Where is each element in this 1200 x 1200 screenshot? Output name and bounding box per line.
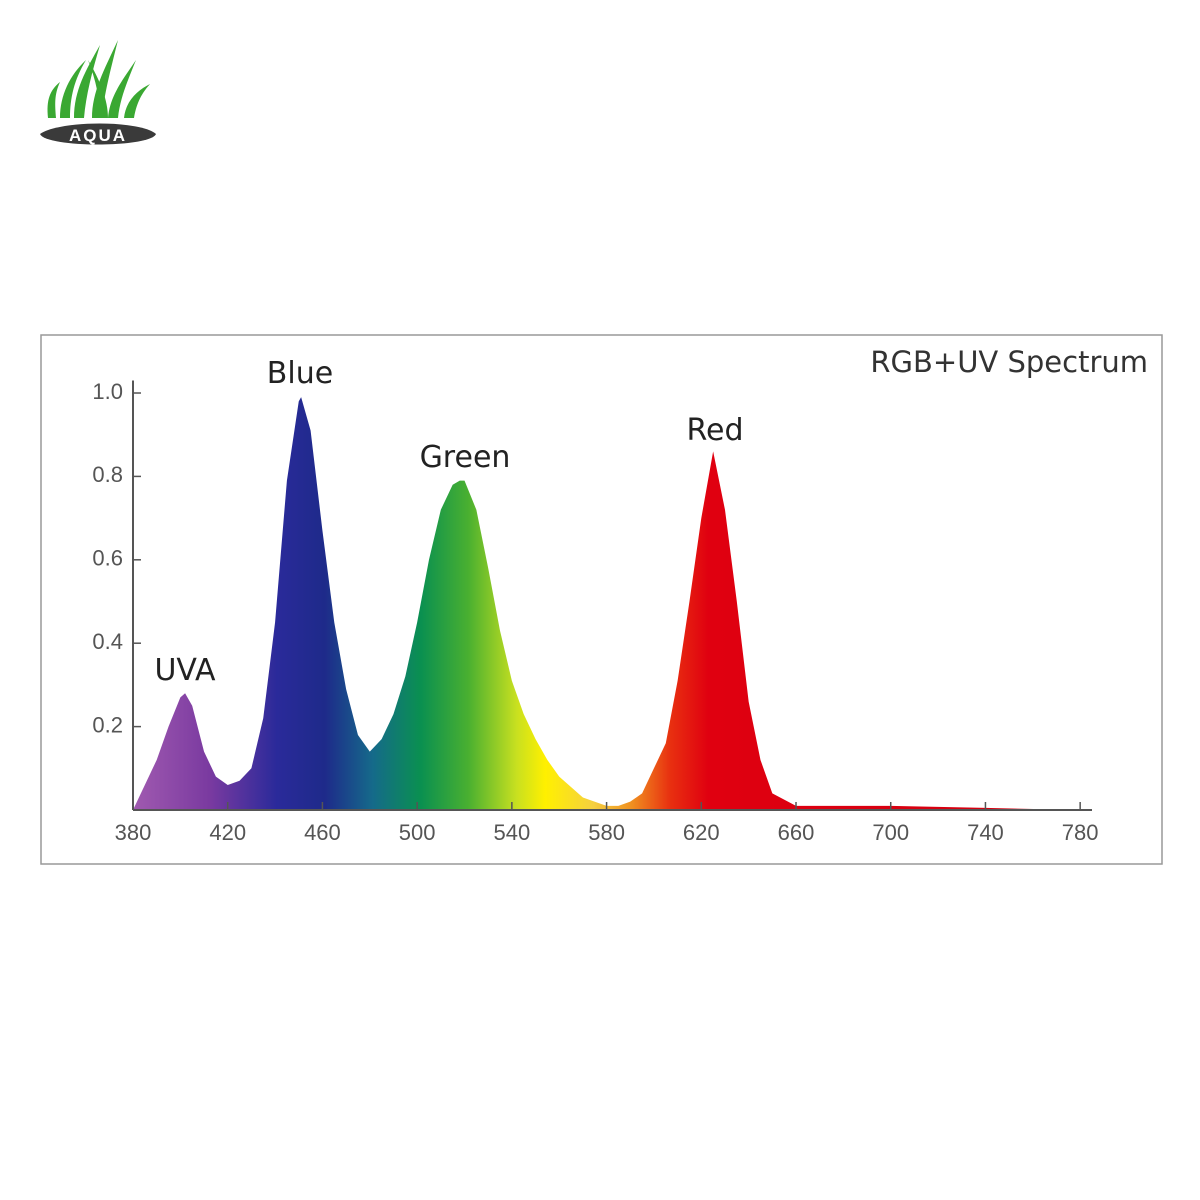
x-tick-label: 460 (304, 820, 341, 845)
logo-text: AQUA (69, 126, 127, 145)
y-tick-label: 0.8 (92, 462, 123, 487)
x-tick-label: 380 (115, 820, 152, 845)
x-tick-label: 740 (967, 820, 1004, 845)
logo-grass (47, 40, 150, 118)
spectrum-area (133, 397, 1081, 810)
peak-label: Red (687, 413, 744, 448)
chart-frame (40, 334, 1163, 865)
x-tick-label: 660 (778, 820, 815, 845)
x-tick-label: 780 (1062, 820, 1099, 845)
chart-title: RGB+UV Spectrum (870, 345, 1148, 379)
x-tick-label: 540 (494, 820, 531, 845)
x-tick-label: 580 (588, 820, 625, 845)
peak-label: UVA (154, 653, 216, 688)
x-tick-label: 700 (872, 820, 909, 845)
peak-label: Green (420, 440, 511, 475)
y-tick-label: 0.2 (92, 712, 123, 737)
y-tick-label: 1.0 (92, 379, 123, 404)
x-tick-label: 620 (683, 820, 720, 845)
x-tick-label: 500 (399, 820, 436, 845)
peak-label: Blue (267, 356, 333, 391)
x-tick-label: 420 (209, 820, 246, 845)
y-tick-label: 0.6 (92, 546, 123, 571)
plot: 380 420 460 500 540 580 620 660 700 740 780 0.2 0.4 0… (92, 356, 1098, 845)
y-tick-label: 0.4 (92, 629, 123, 654)
logo: AQUA (40, 40, 156, 145)
logo-base (40, 123, 156, 145)
